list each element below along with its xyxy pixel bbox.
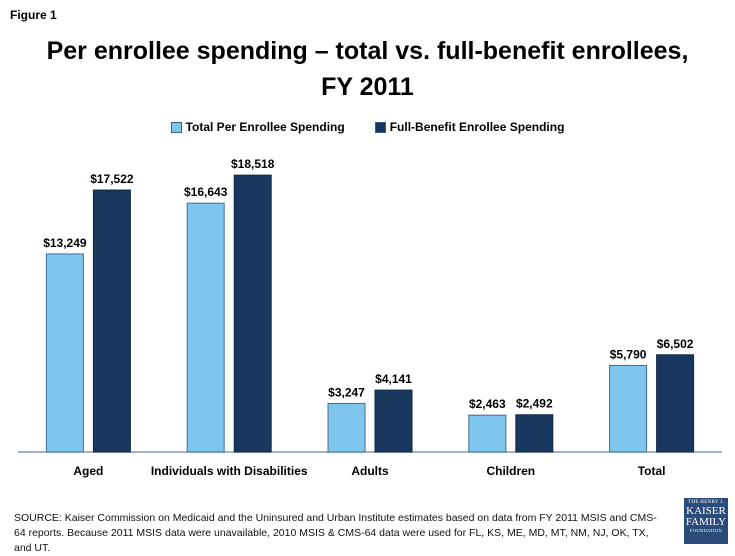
bar-total-aged [45, 253, 84, 453]
bar-total-children [468, 414, 507, 453]
legend-swatch-full-benefit [374, 121, 386, 133]
data-label: $13,249 [43, 236, 87, 250]
chart-title: Per enrollee spending – total vs. full-b… [0, 33, 735, 105]
source-note: SOURCE: Kaiser Commission on Medicaid an… [14, 512, 657, 554]
bar-full-benefit-aged [92, 189, 131, 453]
bar-full-benefit-adults [374, 389, 413, 453]
legend-item-total: Total Per Enrollee Spending [170, 120, 345, 134]
category-label: Children [486, 464, 535, 478]
category-label: Adults [351, 464, 389, 478]
data-label: $5,790 [610, 347, 647, 361]
data-label: $2,463 [469, 397, 506, 411]
category-label: Aged [73, 464, 103, 478]
legend-label-total: Total Per Enrollee Spending [185, 120, 345, 134]
bar-full-benefit-individuals-with-disabilities [233, 174, 272, 453]
chart-title-line-2: FY 2011 [321, 73, 414, 101]
bar-full-benefit-children [515, 414, 554, 453]
data-label: $4,141 [375, 372, 412, 386]
data-label: $18,518 [231, 157, 275, 171]
bar-full-benefit-total [656, 354, 695, 453]
category-label: Individuals with Disabilities [151, 464, 308, 478]
bar-total-individuals-with-disabilities [186, 202, 225, 453]
data-label: $3,247 [328, 385, 365, 399]
legend-item-full-benefit: Full-Benefit Enrollee Spending [374, 120, 565, 134]
legend-label-full-benefit: Full-Benefit Enrollee Spending [389, 120, 565, 134]
bar-total-total [609, 364, 648, 453]
logo-line-1: THE HENRY J. [688, 500, 724, 505]
data-label: $2,492 [516, 397, 553, 411]
legend: Total Per Enrollee Spending Full-Benefit… [0, 120, 735, 134]
data-label: $17,522 [90, 172, 134, 186]
figure-label: Figure 1 [10, 8, 57, 22]
data-label: $16,643 [184, 185, 228, 199]
logo-line-4: FOUNDATION [690, 528, 722, 533]
chart-title-line-1: Per enrollee spending – total vs. full-b… [46, 37, 689, 65]
logo-line-3: FAMILY [685, 516, 727, 528]
legend-swatch-total [170, 121, 182, 133]
category-label: Total [638, 464, 666, 478]
data-label: $6,502 [657, 337, 694, 351]
logo-line-2: KAISER [686, 505, 726, 517]
kff-logo: THE HENRY J. KAISER FAMILY FOUNDATION [684, 498, 728, 544]
bar-total-adults [327, 402, 366, 453]
bar-chart: $13,249 $17,522 Aged $16,643$18,518 Individu… [18, 157, 722, 478]
